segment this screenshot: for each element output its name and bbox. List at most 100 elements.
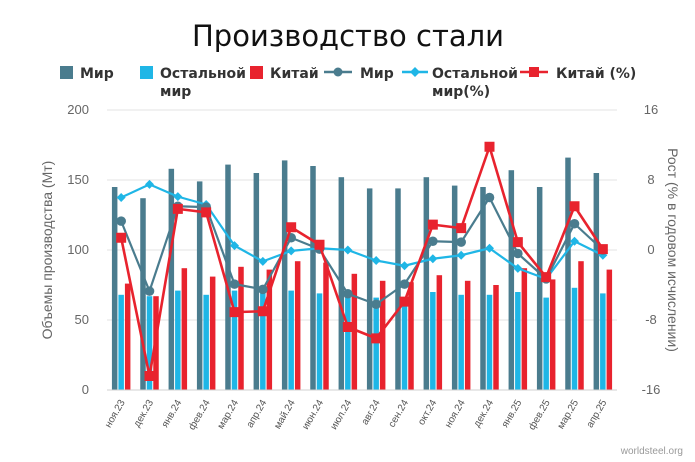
bar-china <box>436 275 443 390</box>
legend: Мир Остальной мир Китай Мир Остальной ми… <box>60 66 636 100</box>
china-growth-point <box>286 222 297 233</box>
rest-of-world-growth-point <box>145 179 154 189</box>
bar-china <box>408 282 414 390</box>
bar-world <box>168 168 175 390</box>
bar-china <box>606 269 613 390</box>
bar-rest-of-world <box>571 287 578 390</box>
bar-china <box>124 283 131 390</box>
china-growth-line <box>119 145 604 378</box>
y2-tick-label: -16 <box>642 382 661 397</box>
rest-of-world-growth-line <box>120 183 604 280</box>
legend-rest-bar-swatch <box>140 66 153 79</box>
bar-world <box>423 177 430 390</box>
bar-world <box>593 173 600 390</box>
china-growth-point <box>484 141 495 152</box>
bar-world <box>480 187 486 390</box>
rest-of-world-growth-point <box>400 261 409 271</box>
bar-rest-of-world <box>373 297 379 390</box>
x-tick-label: ноя.24 <box>443 398 468 430</box>
x-tick-label: мар.24 <box>216 398 242 432</box>
china-growth-point <box>427 219 438 230</box>
x-tick-label: апр.25 <box>585 398 610 430</box>
bar-world <box>366 188 373 390</box>
bar-china <box>549 279 556 390</box>
bar-rest-of-world <box>260 292 266 390</box>
rest-of-world-growth-point <box>230 241 239 251</box>
bar-rest-of-world <box>600 293 606 390</box>
legend-world-growth-marker <box>333 67 343 77</box>
rest-of-world-growth-point <box>343 245 353 255</box>
china-growth-point <box>314 239 325 250</box>
y-tick-label: 100 <box>67 242 89 257</box>
bar-rest-of-world <box>288 290 294 390</box>
x-tick-label: фев.25 <box>526 397 553 432</box>
rest-of-world-growth-point <box>456 250 466 260</box>
y2-axis-title: Рост (% в годовом исчислении) <box>665 148 681 352</box>
bar-world <box>451 185 458 390</box>
bar-china <box>266 269 273 390</box>
bar-world <box>536 187 543 390</box>
rest-of-world-growth-point <box>116 193 126 202</box>
bar-rest-of-world <box>515 292 521 390</box>
bar-world <box>310 166 316 390</box>
bar-china <box>351 273 358 390</box>
bar-rest-of-world <box>486 294 493 390</box>
world-growth-point <box>456 237 466 247</box>
x-tick-label: сен.24 <box>387 398 412 430</box>
bar-world <box>140 198 146 390</box>
legend-world-bar-label: Мир <box>80 66 114 82</box>
bar-world <box>281 160 288 390</box>
legend-china-bar-label: Китай <box>270 66 319 82</box>
bar-china <box>379 280 386 390</box>
x-tick-label: дек.24 <box>472 398 497 430</box>
legend-china-bar-swatch <box>250 66 263 79</box>
y-tick-label: 150 <box>67 172 89 187</box>
y-tick-label: 50 <box>75 312 89 327</box>
china-growth-point <box>257 306 268 317</box>
bar-china <box>521 268 528 390</box>
y-tick-label: 0 <box>82 382 89 397</box>
bar-rest-of-world <box>175 290 181 390</box>
x-tick-label: окт.24 <box>416 398 439 428</box>
y2-tick-label: 8 <box>647 172 654 187</box>
world-growth-point <box>484 192 495 203</box>
x-tick-label: ноя.23 <box>103 398 128 430</box>
rest-of-world-growth-point <box>570 236 579 246</box>
y2-tick-label: -8 <box>645 312 657 327</box>
bar-rest-of-world <box>543 297 549 390</box>
chart-title: Производство стали <box>192 19 504 53</box>
legend-rest-bar-label-2: мир <box>160 84 191 100</box>
bar-rest-of-world <box>430 292 436 390</box>
x-tick-label: авг.24 <box>360 398 383 427</box>
growth-lines <box>116 141 608 381</box>
china-growth-point <box>116 232 127 243</box>
china-growth-point <box>144 371 155 381</box>
bar-rest-of-world <box>118 294 124 390</box>
world-growth-point <box>513 248 523 259</box>
world-growth-point <box>569 218 580 229</box>
bar-china <box>181 268 188 390</box>
x-tick-label: янв.25 <box>500 398 525 430</box>
x-tick-label: июл.24 <box>329 398 355 432</box>
legend-china-growth-label: Китай (%) <box>556 66 636 82</box>
bar-china <box>323 262 329 390</box>
bar-series <box>111 157 613 390</box>
bar-rest-of-world <box>345 294 351 390</box>
legend-rest-growth-label: Остальной <box>432 66 518 82</box>
y-axis-title: Объемы производства (Мт) <box>39 161 55 340</box>
china-growth-point <box>569 201 580 212</box>
bar-rest-of-world <box>401 297 408 390</box>
world-growth-point <box>144 286 155 296</box>
legend-world-bar-swatch <box>60 66 73 79</box>
legend-rest-growth-label-2: мир(%) <box>432 84 490 100</box>
legend-china-growth-marker <box>529 67 539 77</box>
world-growth-point <box>343 288 353 299</box>
bar-china <box>238 266 244 390</box>
china-growth-point <box>597 244 608 255</box>
bar-rest-of-world <box>146 296 153 390</box>
legend-world-growth-label: Мир <box>360 66 394 82</box>
y2-tick-label: 16 <box>644 102 658 117</box>
bar-china <box>209 276 216 390</box>
world-growth-point <box>229 279 240 289</box>
bar-china <box>464 280 471 390</box>
